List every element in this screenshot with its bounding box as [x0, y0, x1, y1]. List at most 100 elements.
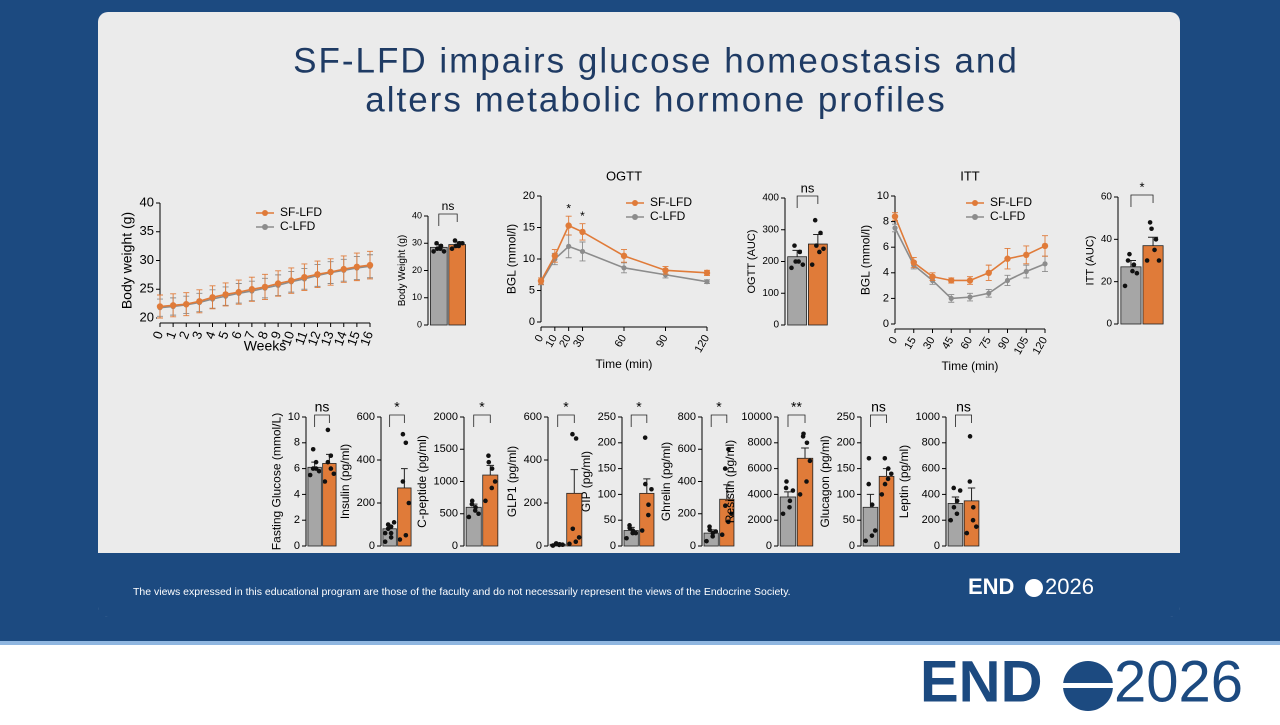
y-tick-label: 30 — [412, 238, 422, 248]
y-tick-label: 20 — [140, 309, 154, 324]
data-point — [643, 482, 648, 487]
data-point — [329, 466, 334, 471]
data-point — [311, 466, 316, 471]
data-point — [621, 265, 626, 270]
y-tick-label: 0 — [452, 540, 458, 552]
data-point — [367, 262, 373, 268]
y-tick-label: 30 — [140, 252, 154, 267]
y-tick-label: 800 — [678, 411, 696, 423]
legend-marker — [972, 214, 978, 220]
y-tick-label: 50 — [604, 514, 616, 526]
y-axis-label: OGTT (AUC) — [746, 230, 758, 294]
data-point — [262, 284, 268, 290]
data-point — [883, 482, 888, 487]
disclaimer: The views expressed in this educational … — [133, 586, 791, 598]
slide-title: SF-LFD impairs glucose homeostasis and — [293, 41, 1019, 80]
y-tick-label: 200 — [524, 497, 542, 509]
data-point — [301, 274, 307, 280]
y-tick-label: 0 — [690, 540, 696, 552]
chart-title: ITT — [960, 168, 980, 183]
y-tick-label: 600 — [678, 443, 696, 455]
data-point — [1127, 252, 1132, 257]
data-point — [1024, 269, 1029, 274]
y-axis-label: Insulin (pg/ml) — [338, 444, 352, 519]
y-tick-label: 100 — [837, 488, 855, 500]
bar — [797, 458, 813, 546]
logo-text: END — [920, 649, 1042, 714]
legend-marker — [972, 200, 978, 206]
data-point — [170, 302, 176, 308]
data-point — [453, 244, 458, 249]
data-point — [354, 264, 360, 270]
data-point — [1149, 226, 1154, 231]
data-point — [704, 270, 710, 276]
y-axis-label: Body Weight (g) — [397, 235, 408, 307]
y-tick-label: 0 — [1106, 319, 1112, 330]
data-point — [870, 533, 875, 538]
y-tick-label: 300 — [762, 224, 779, 235]
data-point — [1042, 261, 1047, 266]
data-point — [486, 460, 491, 465]
data-point — [967, 295, 972, 300]
data-point — [183, 301, 189, 307]
y-axis-label: Ghrelin (pg/ml) — [659, 442, 673, 521]
y-tick-label: 1500 — [434, 443, 458, 455]
significance: ns — [956, 399, 971, 415]
data-point — [952, 505, 957, 510]
y-tick-label: 200 — [837, 437, 855, 449]
data-point — [948, 518, 953, 523]
significance: ns — [801, 180, 815, 195]
data-point — [720, 532, 725, 537]
data-point — [974, 524, 979, 529]
data-point — [1023, 252, 1029, 258]
data-point — [401, 432, 406, 437]
data-point — [404, 533, 409, 538]
data-point — [870, 502, 875, 507]
y-tick-label: 200 — [678, 508, 696, 520]
bar — [1121, 267, 1141, 324]
logo-year: 2026 — [1114, 649, 1243, 714]
y-tick-label: 8000 — [748, 437, 772, 449]
y-tick-label: 50 — [843, 514, 855, 526]
y-tick-label: 200 — [922, 514, 940, 526]
data-point — [560, 542, 565, 547]
data-point — [791, 488, 796, 493]
data-point — [863, 539, 868, 544]
data-point — [880, 492, 885, 497]
significance: * — [716, 399, 722, 415]
data-point — [967, 277, 973, 283]
y-tick-label: 0 — [849, 540, 855, 552]
y-tick-label: 6 — [883, 241, 889, 253]
data-point — [389, 524, 394, 529]
data-point — [323, 479, 328, 484]
data-point — [236, 289, 242, 295]
data-point — [886, 466, 891, 471]
data-point — [968, 434, 973, 439]
bar — [1143, 246, 1163, 324]
y-tick-label: 60 — [1101, 192, 1113, 203]
data-point — [955, 511, 960, 516]
data-point — [249, 286, 255, 292]
y-tick-label: 4000 — [748, 488, 772, 500]
y-tick-label: 25 — [140, 281, 154, 296]
data-point — [579, 229, 585, 235]
data-point — [1004, 256, 1010, 262]
y-tick-label: 200 — [762, 256, 779, 267]
data-point — [574, 436, 579, 441]
y-axis-label: ITT (AUC) — [1085, 236, 1097, 286]
data-point — [383, 539, 388, 544]
y-tick-label: 0 — [766, 540, 772, 552]
y-tick-label: 0 — [883, 318, 889, 330]
data-point — [404, 441, 409, 446]
data-point — [538, 278, 544, 284]
y-tick-label: 4 — [294, 488, 300, 500]
y-tick-label: 500 — [440, 508, 458, 520]
significance: * — [479, 399, 485, 415]
y-tick-label: 0 — [294, 540, 300, 552]
data-point — [493, 479, 498, 484]
significance: * — [636, 399, 642, 415]
data-point — [1042, 243, 1048, 249]
data-point — [450, 246, 455, 251]
data-point — [883, 456, 888, 461]
